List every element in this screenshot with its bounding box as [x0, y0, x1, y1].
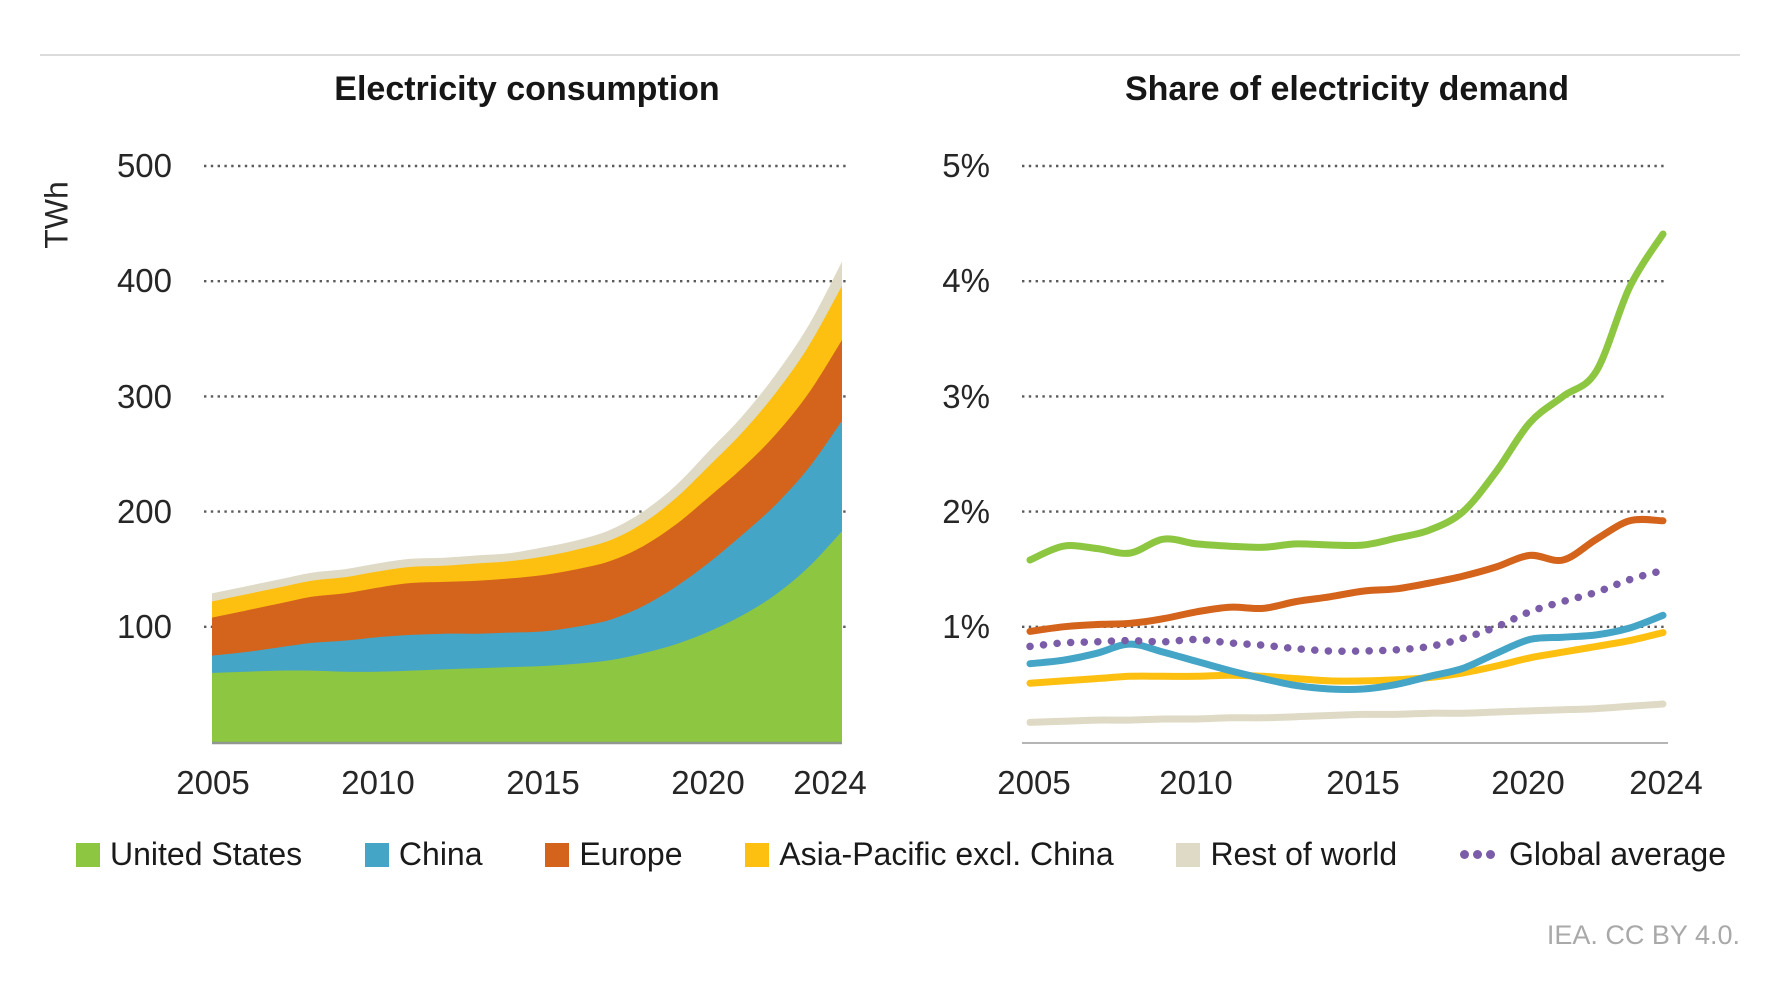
right-ytick-4pct: 4%: [942, 262, 990, 299]
right-chart-title: Share of electricity demand: [1124, 70, 1570, 108]
legend-color-swatch: [1176, 842, 1201, 867]
legend-label: United States: [110, 836, 303, 872]
right-xtick-2024: 2024: [1629, 764, 1703, 801]
source-attribution: IEA. CC BY 4.0.: [1546, 920, 1740, 950]
left-xtick-2005: 2005: [176, 764, 250, 801]
legend: United States China Europe Asia-Pacific exc…: [76, 836, 1726, 873]
legend-color-swatch: [76, 842, 100, 867]
legend-item-united-states: United States: [76, 836, 302, 873]
right-ytick-3pct: 3%: [942, 378, 990, 415]
right-ytick-1pct: 1%: [942, 608, 990, 645]
right-xtick-2015: 2015: [1326, 764, 1400, 801]
legend-item-rest-of-world: Rest of world: [1176, 836, 1397, 873]
right-xtick-2010: 2010: [1159, 764, 1233, 801]
legend-label: Global average: [1508, 836, 1726, 872]
left-chart-title: Electricity consumption: [334, 70, 720, 108]
left-ytick-100: 100: [116, 608, 172, 645]
left-ytick-400: 400: [116, 262, 172, 299]
legend-color-swatch: [745, 842, 770, 867]
left-ytick-200: 200: [116, 493, 172, 530]
right-ytick-2pct: 2%: [942, 493, 990, 530]
legend-color-swatch: [545, 842, 570, 867]
consumption-stacked-area-chart: [212, 261, 842, 742]
top-divider-line: [40, 54, 1740, 56]
right-ytick-5pct: 5%: [942, 147, 990, 184]
left-xtick-2015: 2015: [506, 764, 580, 801]
legend-item-asia-pacific-excl-china: Asia-Pacific excl. China: [745, 836, 1114, 873]
left-xtick-2024: 2024: [793, 764, 867, 801]
right-xtick-2005: 2005: [997, 764, 1071, 801]
legend-item-global-average: Global average: [1459, 836, 1726, 873]
legend-dotted-marker-icon: [1459, 850, 1499, 859]
left-xtick-2010: 2010: [341, 764, 415, 801]
legend-label: China: [398, 836, 483, 872]
gridlines: [204, 164, 1668, 628]
legend-item-europe: Europe: [545, 836, 683, 873]
share-line-chart: [1026, 230, 1667, 726]
right-xtick-2020: 2020: [1491, 764, 1565, 801]
left-xtick-2020: 2020: [671, 764, 745, 801]
legend-label: Rest of world: [1210, 836, 1398, 872]
left-ytick-300: 300: [116, 378, 172, 415]
legend-label: Asia-Pacific excl. China: [779, 836, 1114, 872]
legend-color-swatch: [364, 842, 389, 867]
left-ytick-500: 500: [116, 147, 172, 184]
legend-item-china: China: [364, 836, 483, 873]
legend-label: Europe: [579, 836, 683, 872]
